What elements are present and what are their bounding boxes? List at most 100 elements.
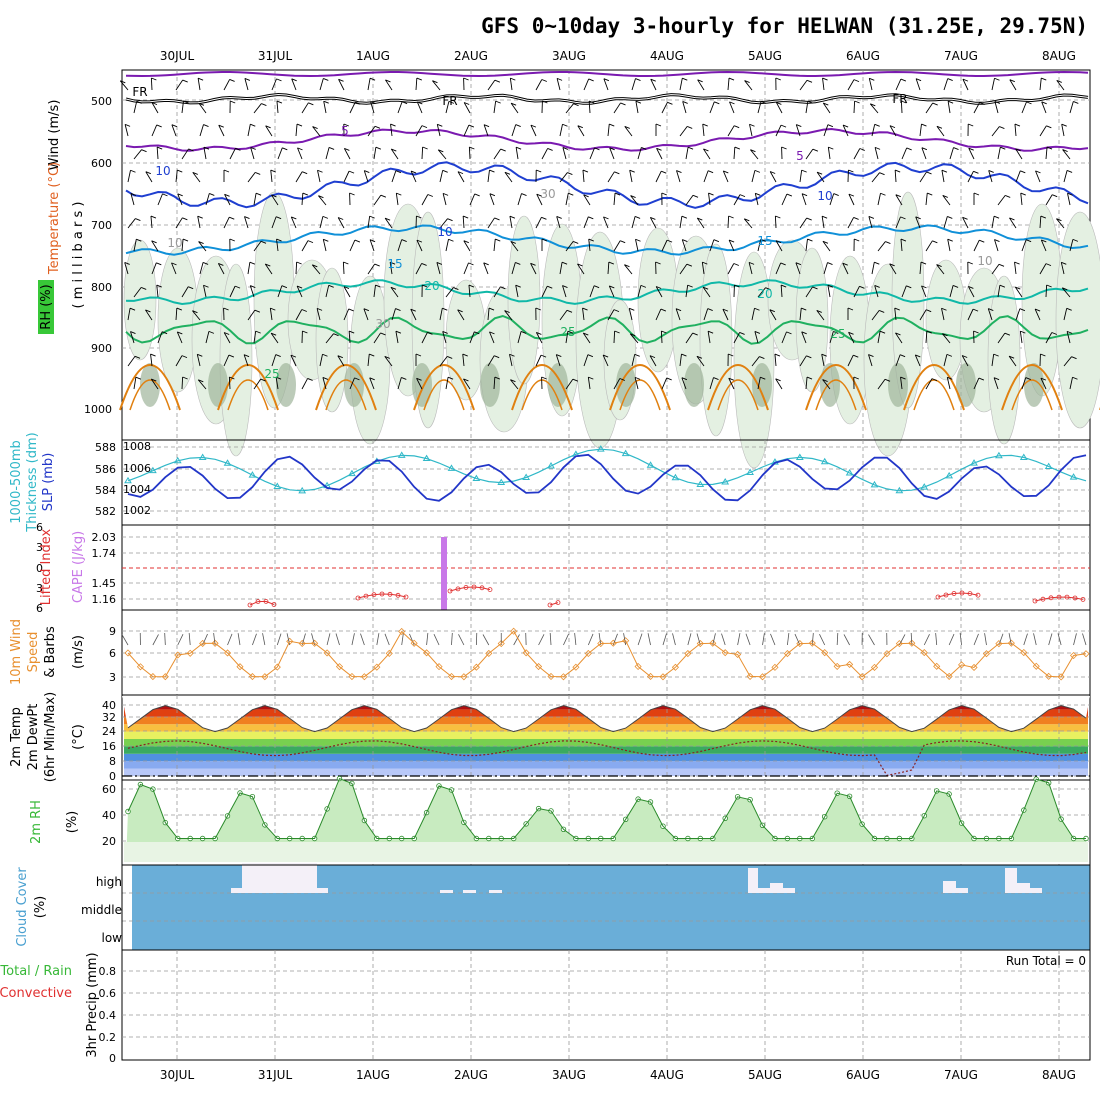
wind-barb [607, 261, 610, 275]
wind-barb-flag [827, 284, 834, 288]
wind-barb-10m [923, 634, 930, 646]
wind-barb [363, 308, 369, 321]
wind-barb-10m [458, 634, 465, 646]
wind-barb-flag [854, 100, 860, 104]
wind-barb [277, 285, 283, 298]
cloud-content [122, 863, 1090, 922]
wind-barb-flag [275, 376, 282, 380]
wind-barb-flag [900, 238, 907, 242]
wind-barb-flag [375, 284, 381, 288]
wind-barb [311, 264, 321, 275]
wind-barb-flag [1019, 308, 1026, 312]
wind-barb [253, 241, 262, 252]
wind-barb-10m [121, 634, 129, 646]
wind-barb [868, 78, 873, 91]
wind-barb-flag [202, 261, 209, 265]
wind-barb-10m [836, 632, 839, 646]
wind-barb [634, 377, 639, 390]
wind-barb [197, 379, 207, 390]
wind-barb-10m [868, 634, 875, 646]
wind-barb [338, 79, 345, 91]
wind-barb-flag [250, 285, 256, 289]
wind-barb [733, 332, 741, 344]
wind-barb-flag [385, 79, 391, 83]
wind-barb [369, 239, 375, 252]
wind-barb [609, 147, 615, 160]
wind-barb [217, 263, 225, 275]
wind-barb-flag [390, 123, 396, 127]
wind-barb [895, 78, 902, 91]
wind-barb-flag [463, 77, 469, 81]
wind-barb-flag [1040, 377, 1047, 381]
wind-barb-flag [801, 331, 807, 335]
wind-barb-flag [900, 78, 907, 82]
wind-barb-flag [884, 378, 891, 382]
wind-barb-flag [129, 307, 136, 311]
wind-barb [199, 124, 204, 137]
wind-speed-point [833, 662, 841, 670]
wind-barb [1056, 218, 1065, 229]
rh-shade-dark [820, 363, 840, 407]
wind-barb-flag [198, 379, 204, 383]
wind-barb [316, 308, 321, 321]
wind-barb-flag [453, 287, 459, 290]
wind-barb-flag [197, 215, 203, 219]
wind-barb [151, 262, 157, 275]
wind-barb [562, 285, 567, 298]
wind-speed-point [535, 662, 543, 671]
wind-barb [296, 285, 303, 298]
contour-label: 10 [437, 225, 452, 239]
contour-label: 5 [796, 149, 804, 163]
wind-barb-flag [224, 193, 230, 197]
lifted-index-series [357, 593, 407, 599]
wind-barb-flag [250, 123, 256, 127]
wind-barb [1060, 262, 1065, 275]
wind-barb-flag [270, 169, 276, 173]
temp-contour-10 [125, 161, 1089, 209]
wind-barb-flag [821, 215, 828, 219]
wind-barb [391, 308, 396, 321]
wind-barb-flag [141, 149, 147, 153]
wind-barb-flag [728, 77, 735, 81]
wind-barb [271, 354, 277, 367]
wind-barb [733, 194, 741, 206]
wind-barb [410, 170, 417, 183]
wind-barb [635, 101, 639, 114]
bottom-date-label: 1AUG [356, 1068, 390, 1082]
wind-barb [469, 331, 475, 344]
wind-barb-flag [328, 146, 335, 150]
cloud-high-block [758, 888, 770, 893]
temp-contour-30 [413, 364, 475, 411]
wind-barb [1045, 194, 1053, 206]
wind-barb-flag [697, 217, 703, 221]
wind-barb-flag [833, 331, 839, 334]
lifted-index-point [547, 602, 553, 608]
wind-barb [853, 100, 856, 114]
wind-barb-flag [827, 124, 834, 128]
wind-barb-flag [1073, 101, 1079, 104]
wind-barb-flag [229, 238, 235, 242]
wind-barb [630, 195, 639, 206]
wind-barb-flag [561, 261, 568, 265]
wind-barb [751, 170, 756, 183]
wind-barb-flag [156, 146, 163, 150]
wind-barb [1014, 286, 1023, 298]
wind-barb [228, 376, 231, 390]
wind-barb [587, 377, 591, 390]
contour-label: 30 [375, 317, 390, 331]
wind-barb-flag [469, 146, 475, 150]
wind-barb-flag [577, 263, 583, 267]
wind-barb [795, 124, 801, 137]
rh-tick: 60 [102, 783, 116, 796]
wind-barb-flag [1008, 355, 1015, 359]
wind-barb [250, 147, 255, 160]
wind-barb-flag [993, 353, 999, 357]
wind-barb-flag [192, 171, 198, 175]
wind-barb [649, 217, 657, 229]
wind-barb-flag [588, 78, 594, 82]
wind-barb [1063, 308, 1068, 321]
wind-barb-flag [620, 102, 626, 106]
wind-barb [253, 331, 257, 344]
wind-barb-flag [567, 330, 574, 334]
lifted-index-point [247, 602, 253, 608]
